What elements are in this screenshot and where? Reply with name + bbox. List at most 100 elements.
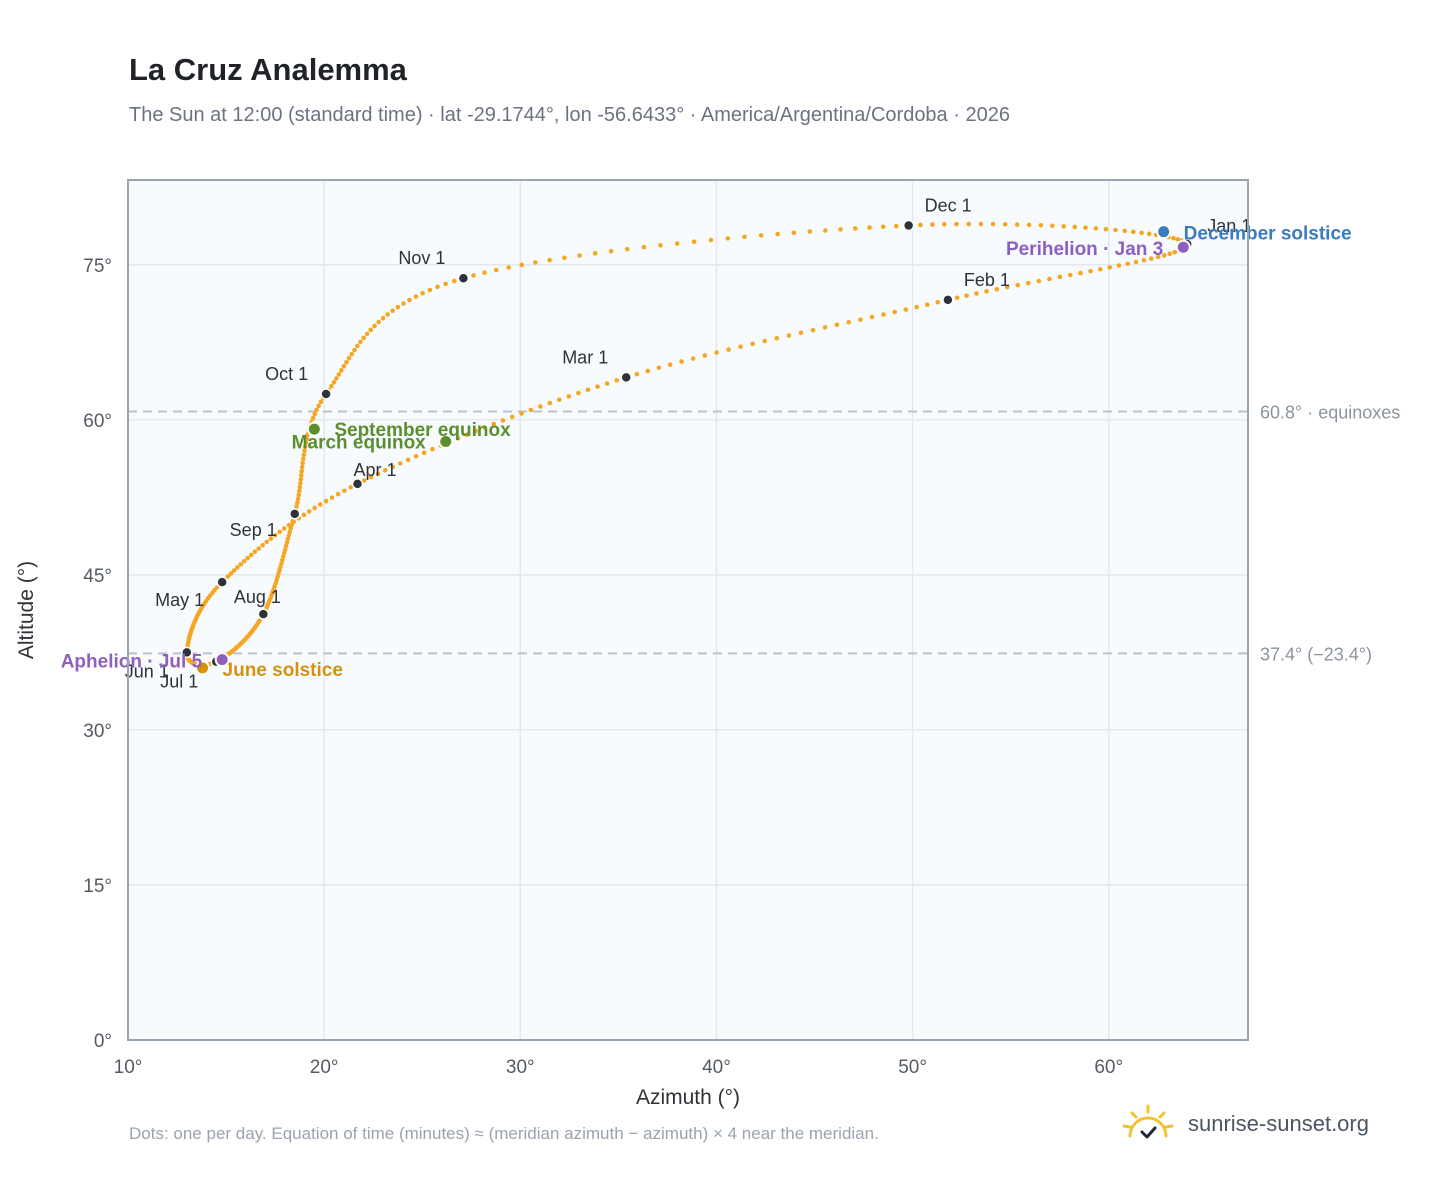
daily-sun-dot: [290, 518, 296, 524]
daily-sun-dot: [294, 504, 299, 509]
daily-sun-dot: [401, 301, 406, 306]
daily-sun-dot: [893, 223, 899, 229]
daily-sun-dot: [421, 450, 427, 456]
y-tick-label: 0°: [94, 1031, 112, 1052]
daily-sun-dot: [822, 325, 828, 330]
daily-sun-dot: [1155, 254, 1161, 260]
daily-sun-dot: [954, 221, 959, 227]
daily-sun-dot: [297, 488, 302, 494]
month-label-mar-1: Mar 1: [562, 347, 608, 367]
daily-sun-dot: [241, 558, 247, 564]
month-marker-feb-1: [942, 294, 954, 306]
daily-sun-dot: [994, 286, 1000, 292]
daily-sun-dot: [1141, 257, 1147, 263]
daily-sun-dot: [285, 536, 291, 542]
daily-sun-dot: [984, 289, 989, 294]
daily-sun-dot: [380, 315, 386, 321]
event-marker-june-solstice: [195, 660, 211, 676]
chart-subtitle: The Sun at 12:00 (standard time) · lat -…: [129, 104, 1010, 126]
x-axis-label: Azimuth (°): [636, 1086, 740, 1109]
daily-sun-dot: [312, 505, 317, 511]
daily-sun-dot: [277, 529, 282, 535]
daily-sun-dot: [297, 484, 303, 490]
month-marker-apr-1: [351, 478, 364, 490]
x-tick-label: 40°: [702, 1057, 731, 1078]
daily-sun-dot: [691, 239, 697, 244]
month-marker-oct-1: [320, 388, 332, 400]
daily-sun-dot: [1097, 266, 1103, 272]
daily-sun-dot: [339, 368, 344, 373]
daily-sun-dot: [1061, 224, 1066, 229]
daily-sun-dot: [296, 492, 302, 498]
daily-sun-dot: [918, 222, 923, 228]
month-marker-sep-1: [288, 508, 301, 520]
daily-sun-dot: [726, 347, 731, 352]
x-tick-label: 20°: [310, 1057, 339, 1078]
daily-sun-dot: [245, 555, 250, 561]
daily-sun-dot: [390, 464, 395, 470]
daily-sun-dot: [329, 383, 334, 389]
brand-text: sunrise-sunset.org: [1188, 1111, 1369, 1136]
daily-sun-dot: [1057, 274, 1063, 280]
footnote: Dots: one per day. Equation of time (min…: [129, 1124, 879, 1143]
event-label-september-equinox: September equinox: [334, 420, 511, 441]
daily-sun-dot: [298, 476, 304, 482]
daily-sun-dot: [231, 568, 237, 573]
daily-sun-dot: [595, 384, 600, 389]
daily-sun-dot: [954, 295, 960, 301]
daily-sun-dot: [368, 327, 374, 333]
daily-sun-dot: [852, 226, 858, 231]
daily-sun-dot: [892, 309, 898, 315]
daily-sun-dot: [471, 273, 476, 278]
month-label-jun-1: Jun 1: [125, 661, 169, 681]
daily-sun-dot: [323, 498, 329, 504]
daily-sun-dot: [1093, 226, 1099, 231]
daily-sun-dot: [964, 293, 969, 298]
daily-sun-dot: [1014, 222, 1020, 227]
daily-sun-dot: [280, 557, 285, 563]
daily-sun-dot: [1148, 256, 1154, 261]
event-label-perihelion-jan-3: Perihelion · Jan 3: [1006, 239, 1163, 260]
daily-sun-dot: [303, 440, 309, 445]
daily-sun-dot: [376, 319, 381, 325]
daily-sun-dot: [385, 312, 390, 317]
daily-sun-dot: [974, 291, 979, 296]
daily-sun-dot: [443, 281, 448, 287]
month-label-nov-1: Nov 1: [398, 248, 445, 268]
axes: 10° 20° 30° 40° 50° 60° 0° 15° 30° 45° 60° 75°: [83, 256, 1123, 1078]
daily-sun-dot: [679, 359, 684, 364]
daily-sun-dot: [1038, 223, 1044, 228]
daily-sun-dot: [306, 509, 312, 514]
daily-sun-dot: [420, 290, 425, 296]
daily-sun-dot: [592, 251, 598, 256]
month-label-aug-1: Aug 1: [234, 587, 281, 607]
y-tick-label: 45°: [83, 566, 112, 587]
daily-sun-dot: [557, 397, 562, 402]
daily-sun-dot: [658, 242, 663, 248]
daily-sun-dot: [336, 372, 342, 377]
daily-sun-dot: [314, 407, 319, 413]
daily-sun-dot: [786, 333, 792, 338]
daily-sun-dot: [302, 448, 307, 454]
daily-sun-dot: [634, 371, 640, 377]
daily-sun-dot: [1167, 251, 1173, 257]
daily-sun-dot: [310, 415, 316, 421]
daily-sun-dot: [702, 353, 708, 358]
daily-sun-dot: [317, 502, 323, 507]
daily-sun-dot: [614, 378, 619, 383]
brand[interactable]: sunrise-sunset.org: [1120, 1102, 1369, 1146]
daily-sun-dot: [282, 547, 288, 552]
daily-sun-dot: [464, 432, 470, 438]
daily-sun-dot: [1161, 253, 1167, 258]
daily-sun-dot: [342, 488, 347, 494]
daily-sun-dot: [935, 299, 941, 305]
daily-sun-dot: [625, 246, 630, 252]
daily-sun-dot: [372, 323, 377, 329]
event-label-aphelion-jul-5: Aphelion · Jul 5: [61, 652, 203, 673]
daily-sun-dot: [690, 356, 696, 361]
month-marker-dec-1: [902, 219, 915, 232]
daily-sun-dot: [451, 278, 457, 284]
month-label-apr-1: Apr 1: [353, 460, 396, 480]
daily-sun-dot: [1025, 280, 1031, 286]
